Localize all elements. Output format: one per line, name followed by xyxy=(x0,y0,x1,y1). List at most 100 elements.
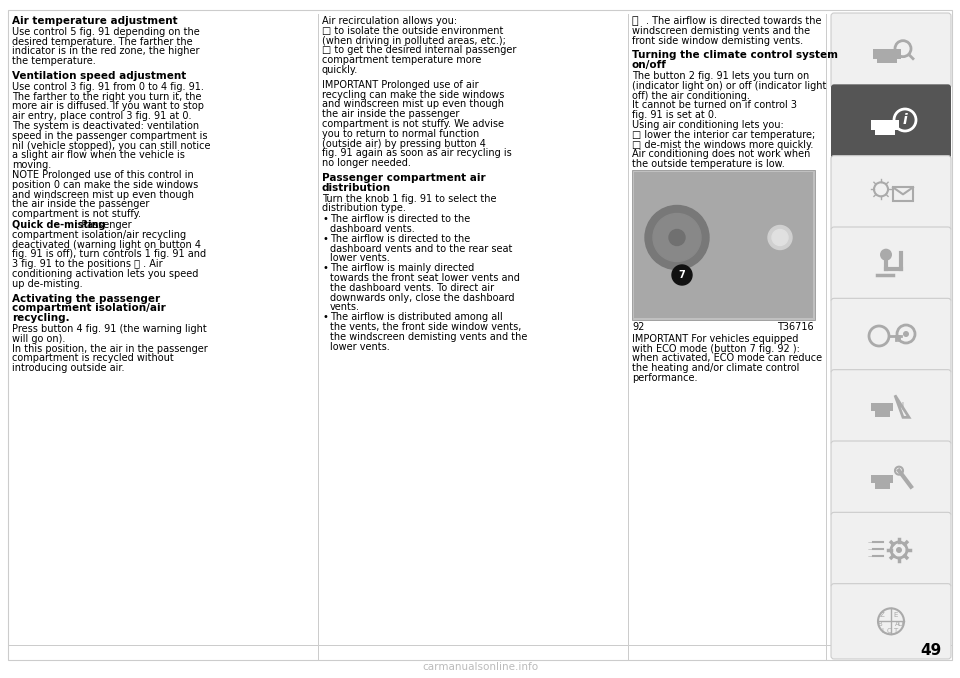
Bar xyxy=(318,14,319,660)
Text: up de-misting.: up de-misting. xyxy=(12,279,83,289)
Text: Air conditioning does not work when: Air conditioning does not work when xyxy=(632,149,810,159)
FancyBboxPatch shape xyxy=(831,513,951,588)
Text: T: T xyxy=(893,629,898,635)
Text: •: • xyxy=(322,312,328,322)
Text: windscreen demisting vents and the: windscreen demisting vents and the xyxy=(632,26,810,36)
Text: 3 fig. 91 to the positions Ⓣ . Air: 3 fig. 91 to the positions Ⓣ . Air xyxy=(12,259,162,269)
Text: Activating the passenger: Activating the passenger xyxy=(12,294,160,304)
Text: A: A xyxy=(895,621,900,627)
Text: distribution type.: distribution type. xyxy=(322,203,406,214)
Text: —: — xyxy=(868,539,875,545)
Bar xyxy=(8,645,952,646)
Text: (indicator light on) or off (indicator light: (indicator light on) or off (indicator l… xyxy=(632,81,827,91)
Text: Using air conditioning lets you:: Using air conditioning lets you: xyxy=(632,120,783,130)
Bar xyxy=(873,49,901,59)
Text: desired temperature. The farther the: desired temperature. The farther the xyxy=(12,37,193,47)
Text: T36716: T36716 xyxy=(777,322,814,332)
Text: lower vents.: lower vents. xyxy=(330,254,390,263)
Circle shape xyxy=(672,265,692,285)
Text: □ to isolate the outside environment: □ to isolate the outside environment xyxy=(322,26,503,36)
Text: air entry, place control 3 fig. 91 at 0.: air entry, place control 3 fig. 91 at 0. xyxy=(12,111,191,121)
Text: Press button 4 fig. 91 (the warning light: Press button 4 fig. 91 (the warning ligh… xyxy=(12,324,206,334)
Text: dashboard vents.: dashboard vents. xyxy=(330,224,415,234)
Text: IMPORTANT Prolonged use of air: IMPORTANT Prolonged use of air xyxy=(322,80,479,89)
Text: the vents, the front side window vents,: the vents, the front side window vents, xyxy=(330,322,521,332)
Text: •: • xyxy=(322,263,328,273)
Text: vents.: vents. xyxy=(330,302,360,313)
Text: performance.: performance. xyxy=(632,373,698,383)
Text: nil (vehicle stopped), you can still notice: nil (vehicle stopped), you can still not… xyxy=(12,140,210,151)
Text: The farther to the right you turn it, the: The farther to the right you turn it, th… xyxy=(12,92,202,102)
Text: IMPORTANT For vehicles equipped: IMPORTANT For vehicles equipped xyxy=(632,334,799,344)
Bar xyxy=(871,120,899,130)
Circle shape xyxy=(880,249,892,260)
Text: B: B xyxy=(877,621,882,627)
Text: (outside air) by pressing button 4: (outside air) by pressing button 4 xyxy=(322,138,486,148)
Text: fig. 91 is set at 0.: fig. 91 is set at 0. xyxy=(632,111,717,120)
Text: —: — xyxy=(868,546,875,552)
Text: . The airflow is directed towards the: . The airflow is directed towards the xyxy=(646,16,822,26)
Text: will go on).: will go on). xyxy=(12,334,65,344)
Text: C: C xyxy=(887,629,892,635)
Text: when activated, ECO mode can reduce: when activated, ECO mode can reduce xyxy=(632,353,822,363)
Circle shape xyxy=(768,226,792,250)
Text: Ventilation speed adjustment: Ventilation speed adjustment xyxy=(12,71,186,81)
Bar xyxy=(628,14,629,660)
Text: Z: Z xyxy=(879,612,884,618)
Text: moving.: moving. xyxy=(12,160,51,170)
Text: conditioning activation lets you speed: conditioning activation lets you speed xyxy=(12,269,199,279)
Text: (when driving in polluted areas, etc.);: (when driving in polluted areas, etc.); xyxy=(322,36,506,45)
Text: lower vents.: lower vents. xyxy=(330,342,390,352)
Text: compartment isolation/air: compartment isolation/air xyxy=(12,303,166,313)
Text: E: E xyxy=(894,612,899,618)
Text: fig. 91 is off), turn controls 1 fig. 91 and: fig. 91 is off), turn controls 1 fig. 91… xyxy=(12,250,206,260)
Text: Passenger compartment air: Passenger compartment air xyxy=(322,173,486,183)
Text: compartment isolation/air recycling: compartment isolation/air recycling xyxy=(12,230,186,240)
Text: dashboard vents and to the rear seat: dashboard vents and to the rear seat xyxy=(330,243,513,254)
Text: 7: 7 xyxy=(679,270,685,280)
Bar xyxy=(634,172,813,318)
Text: more air is diffused. If you want to stop: more air is diffused. If you want to sto… xyxy=(12,102,204,111)
Bar xyxy=(893,187,913,201)
Text: introducing outside air.: introducing outside air. xyxy=(12,363,125,373)
Text: □ de-mist the windows more quickly.: □ de-mist the windows more quickly. xyxy=(632,140,813,150)
Text: The airflow is mainly directed: The airflow is mainly directed xyxy=(330,263,474,273)
Circle shape xyxy=(669,229,685,245)
Text: i: i xyxy=(902,113,907,127)
Text: compartment is not stuffy.: compartment is not stuffy. xyxy=(12,210,141,219)
Bar xyxy=(877,57,897,62)
Text: indicator is in the red zone, the higher: indicator is in the red zone, the higher xyxy=(12,46,200,56)
Circle shape xyxy=(896,547,902,553)
Text: off) the air conditioning.: off) the air conditioning. xyxy=(632,91,750,100)
Text: Ⓣ: Ⓣ xyxy=(632,16,638,26)
Text: distribution: distribution xyxy=(322,183,391,193)
Text: •: • xyxy=(322,214,328,224)
Text: on/off: on/off xyxy=(632,60,667,71)
Text: The airflow is directed to the: The airflow is directed to the xyxy=(330,214,470,224)
Text: a slight air flow when the vehicle is: a slight air flow when the vehicle is xyxy=(12,151,185,161)
Text: the outside temperature is low.: the outside temperature is low. xyxy=(632,159,784,170)
Text: The airflow is distributed among all: The airflow is distributed among all xyxy=(330,312,503,322)
Text: Turn the knob 1 fig. 91 to select the: Turn the knob 1 fig. 91 to select the xyxy=(322,194,496,203)
Text: 49: 49 xyxy=(921,643,942,658)
Text: !: ! xyxy=(900,402,904,412)
Text: Quick de-misting: Quick de-misting xyxy=(12,220,106,230)
Text: recycling.: recycling. xyxy=(12,313,70,323)
FancyBboxPatch shape xyxy=(831,227,951,302)
Text: : Passenger: : Passenger xyxy=(75,220,132,230)
FancyBboxPatch shape xyxy=(831,13,951,88)
Bar xyxy=(875,128,895,135)
Text: front side window demisting vents.: front side window demisting vents. xyxy=(632,36,804,45)
Text: 92: 92 xyxy=(632,322,644,332)
Circle shape xyxy=(903,331,909,337)
Text: In this position, the air in the passenger: In this position, the air in the passeng… xyxy=(12,344,207,354)
FancyBboxPatch shape xyxy=(831,84,951,159)
Bar xyxy=(871,403,893,412)
Text: the temperature.: the temperature. xyxy=(12,56,96,66)
Text: compartment is not stuffy. We advise: compartment is not stuffy. We advise xyxy=(322,119,504,129)
Text: position 0 can make the side windows: position 0 can make the side windows xyxy=(12,180,199,190)
Text: Turning the climate control system: Turning the climate control system xyxy=(632,50,838,60)
Text: compartment temperature more: compartment temperature more xyxy=(322,55,481,65)
Text: towards the front seat lower vents and: towards the front seat lower vents and xyxy=(330,273,520,283)
Text: no longer needed.: no longer needed. xyxy=(322,158,411,168)
